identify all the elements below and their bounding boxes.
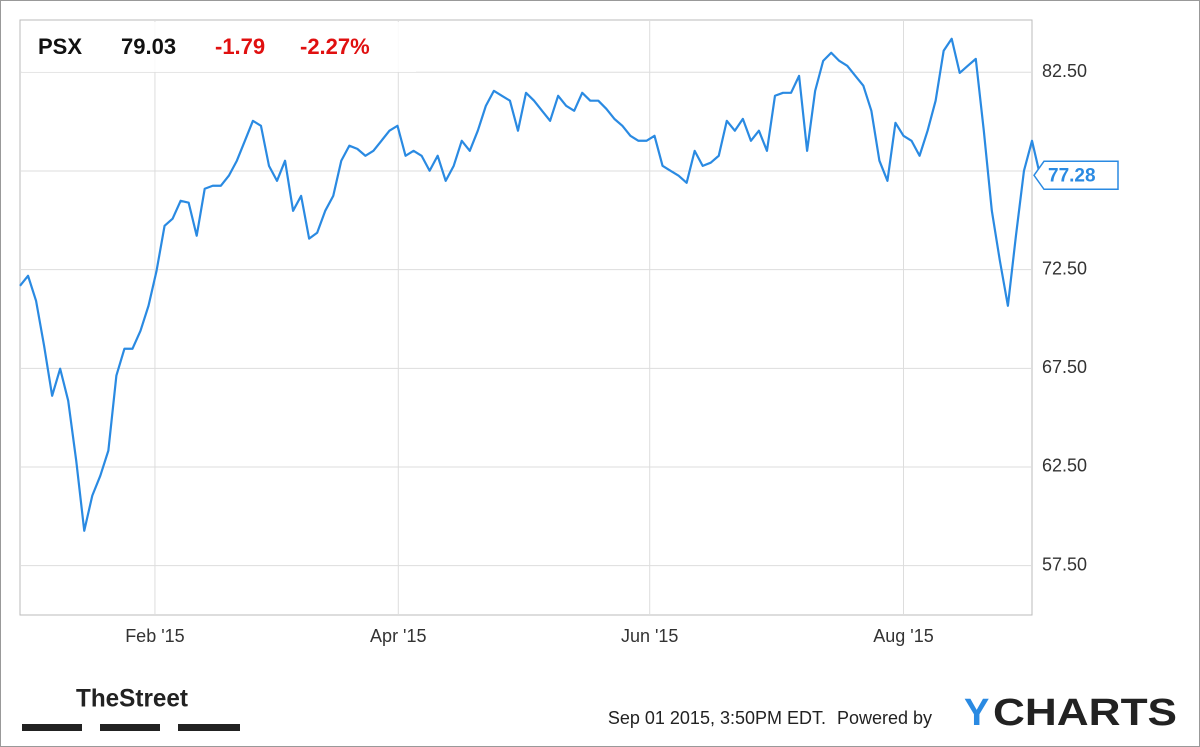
x-tick-label: Apr '15 <box>370 626 426 646</box>
price-line <box>19 37 1042 532</box>
y-tick-label: 67.50 <box>1042 357 1087 377</box>
series <box>19 37 1042 532</box>
powered-by: Powered by <box>837 708 932 728</box>
change: -1.79 <box>215 34 265 59</box>
callout-box <box>1033 160 1119 191</box>
logo-bar <box>178 724 240 731</box>
x-tick-label: Jun '15 <box>621 626 678 646</box>
x-tick-label: Aug '15 <box>873 626 934 646</box>
source-logo: TheStreet <box>76 685 189 713</box>
change-percent: -2.27% <box>300 34 370 59</box>
ticker: PSX <box>38 34 82 59</box>
y-tick-label: 72.50 <box>1042 258 1087 278</box>
timestamp: Sep 01 2015, 3:50PM EDT. <box>608 708 826 728</box>
grid <box>20 20 1032 615</box>
logo-bar <box>22 724 82 731</box>
y-tick-label: 57.50 <box>1042 554 1087 574</box>
brand-rest: CHARTS <box>993 692 1177 734</box>
plot-area <box>19 19 1033 616</box>
brand-y: Y <box>964 692 989 734</box>
logo-bar <box>100 724 160 731</box>
y-tick-label: 62.50 <box>1042 456 1087 476</box>
y-tick-label: 82.50 <box>1042 61 1087 81</box>
header-box <box>22 22 416 72</box>
x-tick-label: Feb '15 <box>125 626 184 646</box>
last-value-label: 77.28 <box>1048 165 1096 186</box>
last-value-callout: 77.28 <box>1033 160 1119 191</box>
price: 79.03 <box>121 34 176 59</box>
